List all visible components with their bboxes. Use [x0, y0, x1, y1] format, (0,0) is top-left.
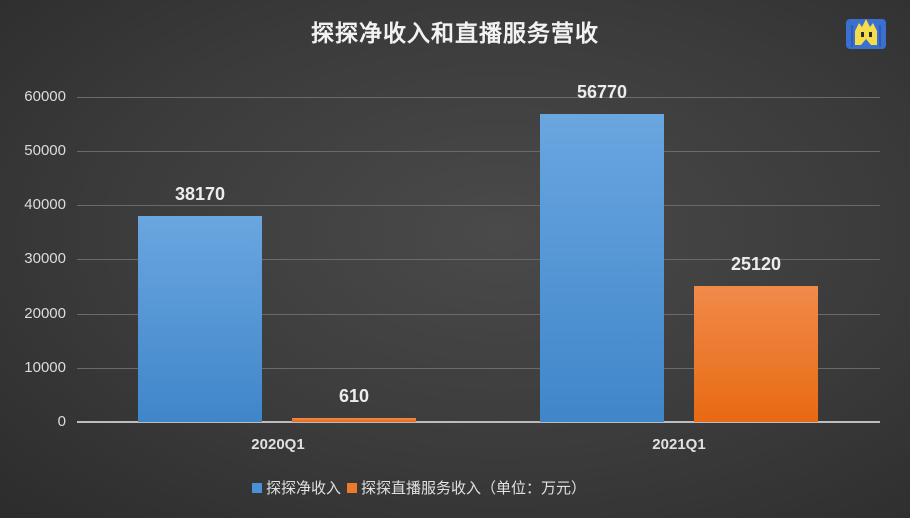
bar-net-revenue-2020q1 — [138, 216, 262, 422]
legend: 探探净收入 探探直播服务收入（单位：万元） — [252, 477, 592, 498]
data-label: 610 — [338, 386, 370, 406]
gridline — [77, 97, 880, 98]
legend-item-live-revenue: 探探直播服务收入（单位：万元） — [347, 477, 586, 498]
gridline — [77, 314, 880, 315]
legend-label: 探探净收入 — [266, 479, 342, 497]
data-label: 38170 — [174, 184, 226, 204]
legend-swatch-blue — [252, 482, 262, 493]
gridline — [77, 151, 880, 152]
y-tick: 50000 — [24, 142, 66, 159]
chart-title: 探探净收入和直播服务营收 — [311, 21, 599, 47]
bar-live-revenue-2020q1 — [292, 418, 416, 422]
x-tick: 2021Q1 — [652, 436, 706, 453]
y-tick: 20000 — [24, 305, 66, 322]
legend-label: 探探直播服务收入（单位：万元） — [361, 479, 587, 497]
data-label: 25120 — [730, 254, 782, 274]
gridline — [77, 368, 880, 369]
x-tick: 2020Q1 — [251, 436, 305, 453]
bar-net-revenue-2021q1 — [540, 114, 664, 422]
gridline — [77, 205, 880, 206]
legend-swatch-orange — [347, 482, 358, 493]
y-tick: 30000 — [24, 250, 66, 267]
monster-logo-icon — [846, 19, 886, 49]
y-tick: 40000 — [24, 196, 66, 213]
x-axis — [77, 421, 880, 423]
y-tick: 0 — [57, 413, 66, 430]
y-tick: 60000 — [24, 88, 66, 105]
bar-live-revenue-2021q1 — [694, 286, 818, 422]
gridline — [77, 259, 880, 260]
legend-item-net-revenue: 探探净收入 — [252, 477, 341, 498]
data-label: 56770 — [576, 82, 628, 102]
y-tick: 10000 — [24, 359, 66, 376]
